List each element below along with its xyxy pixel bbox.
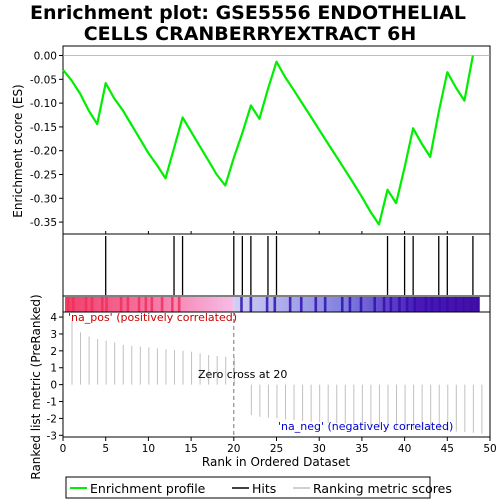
strip-segment: [398, 297, 401, 312]
strip-segment: [314, 297, 318, 312]
es-y-tick-label: -0.20: [30, 146, 57, 158]
x-tick-label: 15: [184, 443, 197, 455]
strip-segment: [150, 297, 154, 312]
legend-metric-label: Ranking metric scores: [313, 481, 452, 496]
neg-correlated-label: 'na_neg' (negatively correlated): [278, 420, 453, 433]
rank-y-tick-label: 3: [50, 329, 57, 341]
x-tick-label: 45: [441, 443, 454, 455]
rank-y-tick-label: 0: [50, 380, 57, 392]
es-plot-frame: [62, 45, 491, 235]
strip-segment: [446, 297, 449, 312]
strip-segment: [373, 297, 377, 312]
rank-axis-label: Ranked list metric (PreRanked): [29, 294, 43, 479]
strip-segment: [413, 297, 417, 312]
strip-segment: [299, 297, 303, 312]
strip-segment: [105, 297, 108, 312]
strip-segment: [160, 297, 164, 312]
strip-segment: [66, 297, 70, 312]
rank-y-tick-label: -3: [47, 430, 57, 442]
strip-segment: [90, 297, 94, 312]
es-y-tick-label: -0.30: [30, 193, 57, 205]
es-y-tick-label: -0.10: [30, 98, 57, 110]
strip-segment: [265, 297, 269, 312]
strip-segment: [119, 297, 123, 312]
strip-segment: [126, 297, 130, 312]
strip-segment: [438, 297, 441, 312]
es-y-tick-label: -0.25: [30, 170, 57, 182]
strip-segment: [382, 297, 386, 312]
legend-hits-label: Hits: [252, 481, 276, 496]
hits-panel: [62, 233, 491, 297]
rank-y-tick-label: 2: [50, 346, 57, 358]
strip-positive-band: [65, 297, 234, 312]
chart-title-line2: CELLS CRANBERRYEXTRACT 6H: [84, 23, 417, 45]
x-tick-label: 25: [270, 443, 283, 455]
es-y-tick-label: -0.15: [30, 122, 57, 134]
strip-segment: [144, 297, 148, 312]
x-axis-label: Rank in Ordered Dataset: [202, 455, 350, 469]
strip-negative-band: [233, 297, 480, 312]
x-tick-label: 20: [227, 443, 240, 455]
strip-segment: [389, 297, 393, 312]
strip-segment: [84, 297, 88, 312]
x-tick-label: 10: [142, 443, 155, 455]
es-y-tick-label: 0.00: [34, 51, 57, 63]
legend: Enrichment profile Hits Ranking metric s…: [65, 476, 452, 499]
pos-correlated-label: 'na_pos' (positively correlated): [68, 311, 237, 324]
chart-title-line1: Enrichment plot: GSE5556 ENDOTHELIAL: [30, 2, 466, 24]
x-tick-label: 30: [313, 443, 326, 455]
strip-segment: [177, 297, 181, 312]
es-y-tick-label: -0.35: [30, 217, 57, 229]
x-tick-label: 0: [60, 443, 67, 455]
enrichment-profile-line: [62, 55, 474, 226]
strip-segment: [137, 297, 141, 312]
strip-segment: [476, 297, 480, 312]
legend-es-label: Enrichment profile: [90, 481, 206, 496]
strip-segment: [249, 297, 253, 312]
es-y-tick-label: -0.05: [30, 74, 57, 86]
strip-segment: [462, 297, 465, 312]
strip-segment: [288, 297, 292, 312]
strip-segment: [348, 297, 352, 312]
rank-y-tick-label: -2: [47, 413, 57, 425]
x-tick-label: 40: [398, 443, 411, 455]
es-axis-label: Enrichment score (ES): [11, 84, 25, 217]
strip-segment: [71, 297, 75, 312]
rank-y-tick-label: 1: [50, 363, 57, 375]
strip-segment: [454, 297, 458, 312]
strip-segment: [430, 297, 434, 312]
strip-segment: [100, 297, 104, 312]
strip-segment: [240, 297, 243, 312]
strip-segment: [469, 297, 473, 312]
strip-segment: [359, 297, 363, 312]
strip-segment: [323, 297, 327, 312]
x-tick-label: 5: [102, 443, 109, 455]
strip-segment: [424, 297, 428, 312]
strip-segment: [171, 297, 174, 312]
ranked-color-strip: [62, 295, 491, 313]
zero-cross-label: Zero cross at 20: [198, 368, 287, 381]
strip-segment: [340, 297, 344, 312]
strip-segment: [405, 297, 409, 312]
strip-segment: [273, 297, 277, 312]
x-tick-label: 35: [355, 443, 368, 455]
rank-y-tick-label: -1: [47, 397, 57, 409]
enrichment-score-panel: 0.00 -0.05 -0.10 -0.15 -0.20 -0.25 -0.30 -0.35: [30, 45, 491, 235]
x-tick-label: 50: [483, 443, 496, 455]
rank-y-tick-label: 4: [50, 312, 57, 324]
